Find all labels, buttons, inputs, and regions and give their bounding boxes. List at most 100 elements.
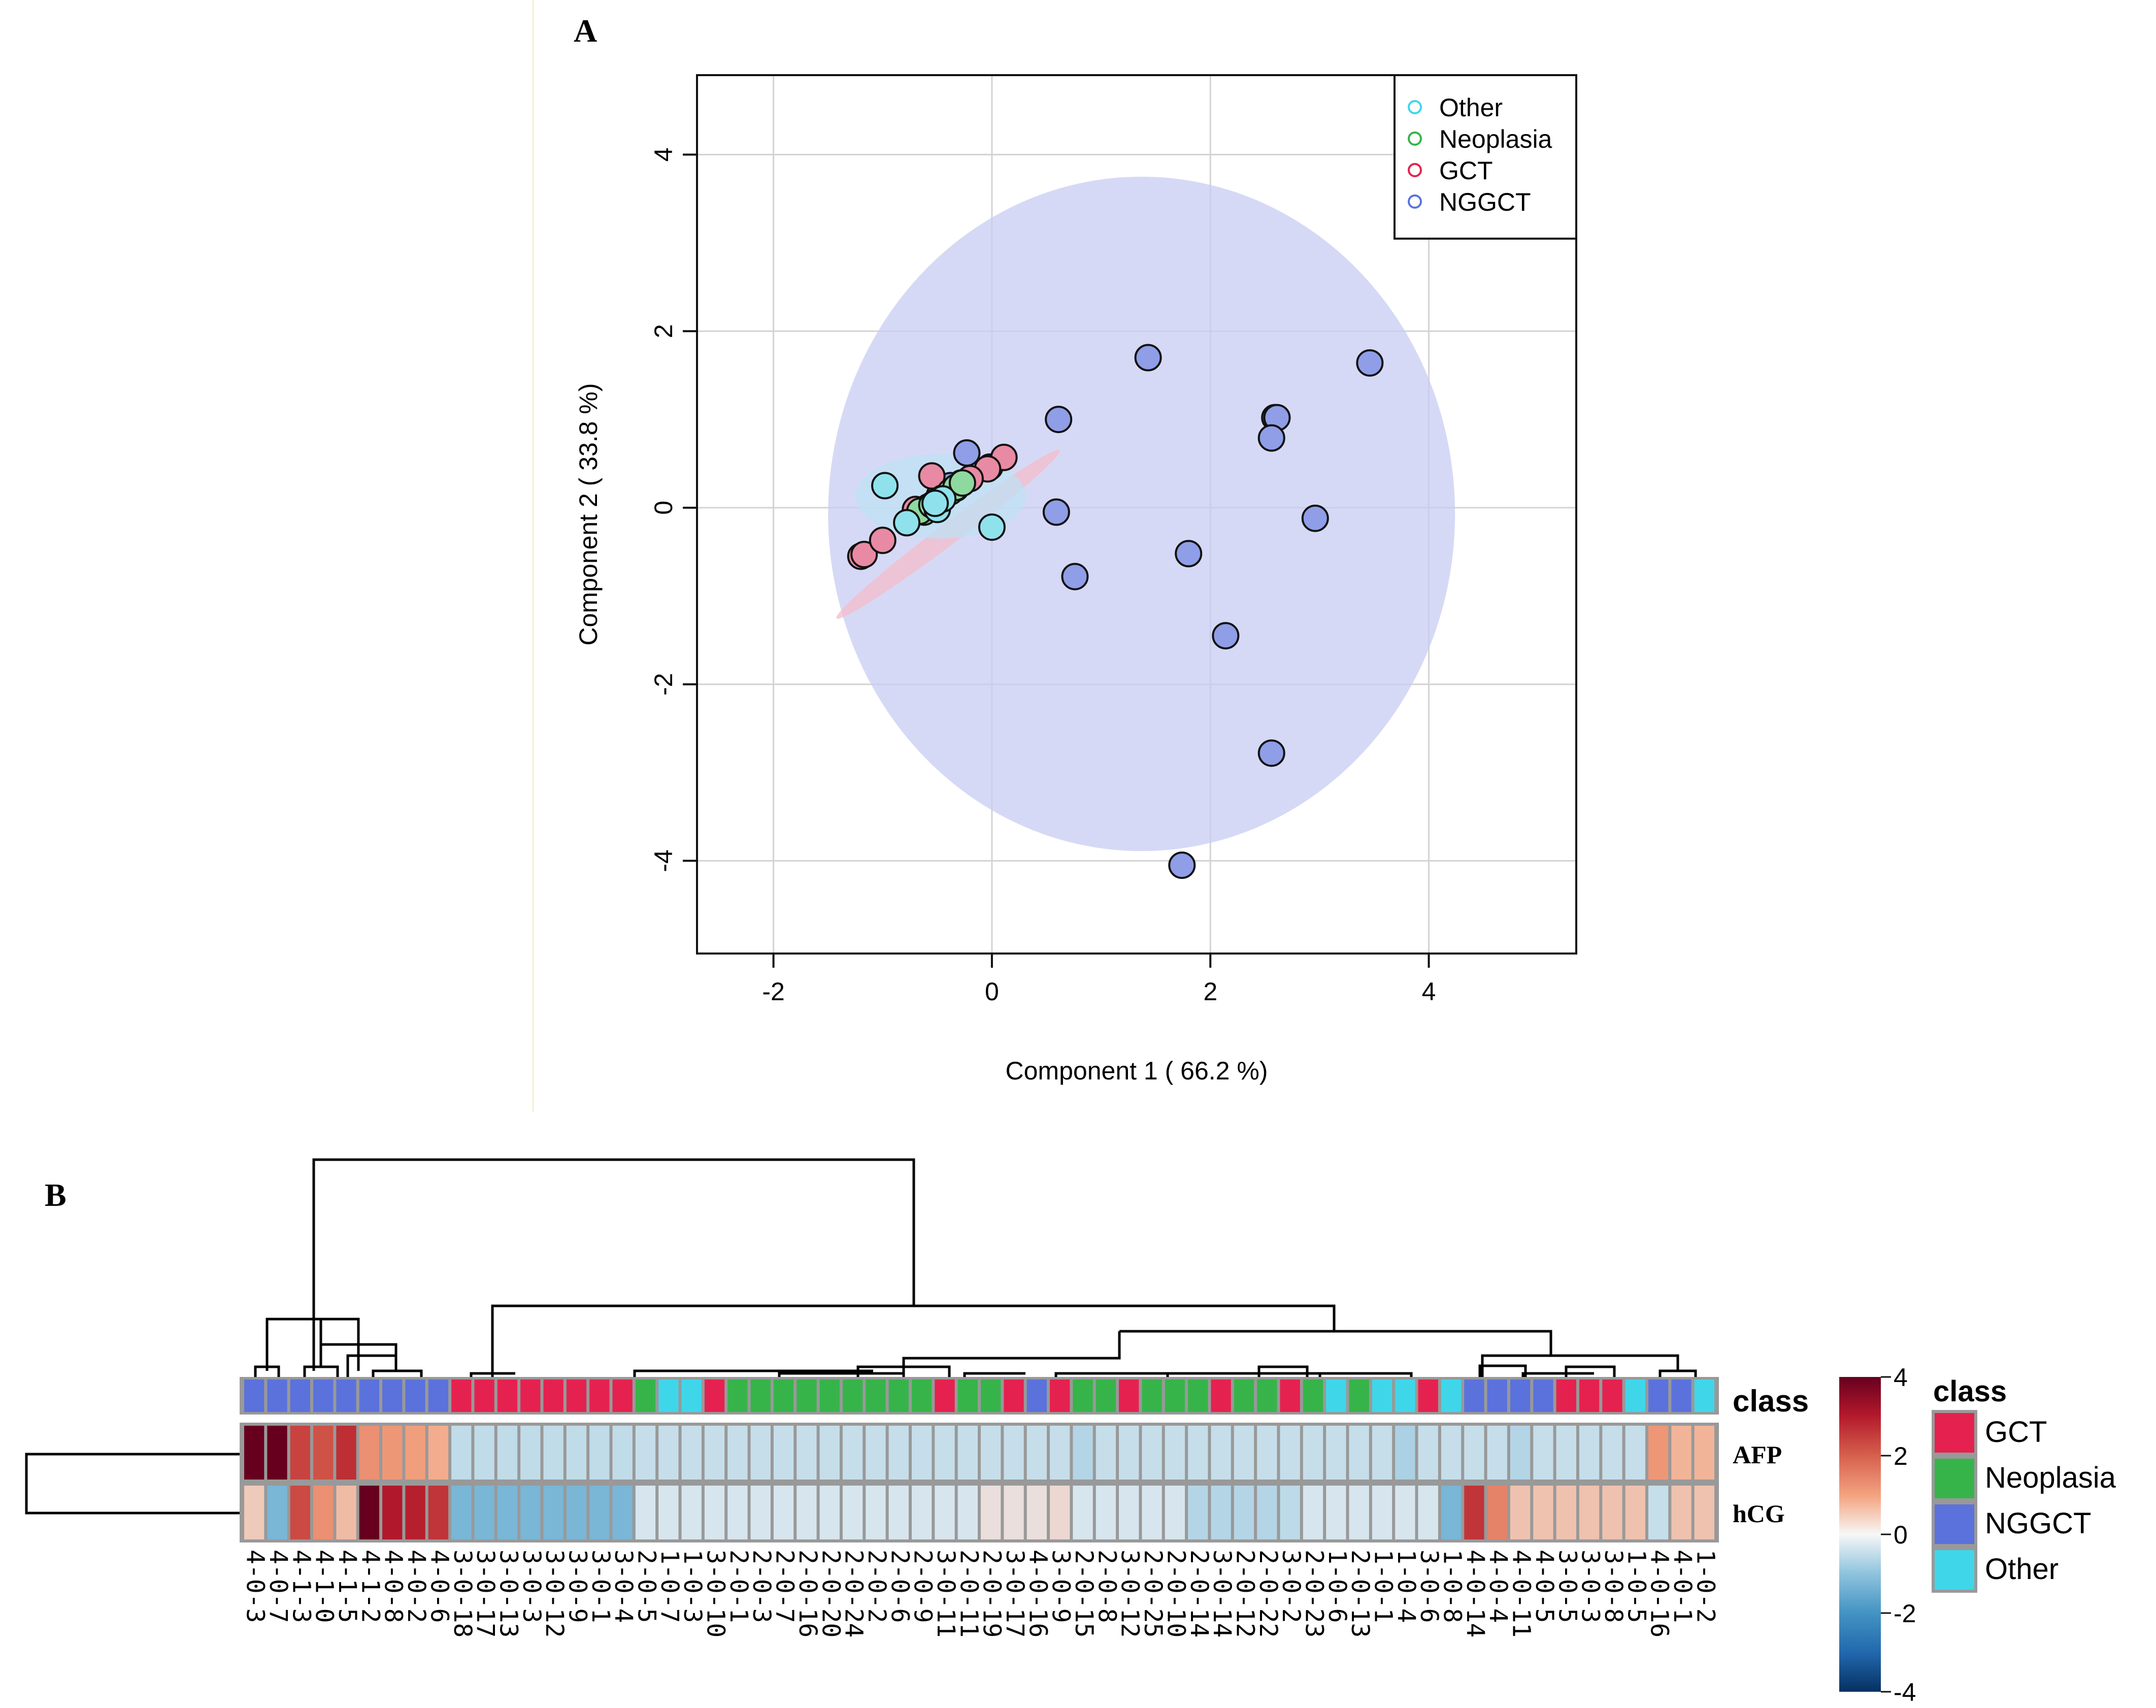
column-label: 2-0-16 bbox=[793, 1550, 822, 1637]
cell-hcg bbox=[1026, 1486, 1047, 1539]
column-label: 2-0-19 bbox=[978, 1550, 1006, 1637]
class-cell-gct bbox=[1418, 1379, 1438, 1412]
cell-hcg bbox=[474, 1486, 494, 1539]
cell-afp bbox=[1395, 1426, 1415, 1480]
point-nggct bbox=[1356, 349, 1384, 377]
cell-afp bbox=[773, 1426, 794, 1480]
row-dendrogram bbox=[25, 1453, 242, 1515]
column-label: 3-0-17 bbox=[1001, 1550, 1029, 1637]
cell-afp bbox=[589, 1426, 610, 1480]
cell-afp bbox=[428, 1426, 449, 1480]
class-cell-gct bbox=[1050, 1379, 1070, 1412]
point-nggct bbox=[953, 439, 981, 467]
point-other bbox=[871, 472, 899, 500]
cell-afp bbox=[797, 1426, 817, 1480]
colorbar-tick-label: 2 bbox=[1894, 1442, 1908, 1470]
class-cell-gct bbox=[589, 1379, 610, 1412]
cell-afp bbox=[635, 1426, 656, 1480]
column-label: 2-0-5 bbox=[633, 1550, 661, 1623]
column-label: 2-0-15 bbox=[1070, 1550, 1098, 1637]
scatter-points bbox=[847, 344, 1384, 879]
column-label: 4-0-6 bbox=[425, 1550, 453, 1623]
cell-hcg bbox=[957, 1486, 978, 1539]
y-axis-label: Component 2 ( 33.8 %) bbox=[574, 383, 603, 646]
cell-afp bbox=[1533, 1426, 1553, 1480]
class-cell-nggct bbox=[359, 1379, 380, 1412]
cell-afp bbox=[1326, 1426, 1346, 1480]
plot-frame bbox=[696, 74, 1577, 955]
class-cell-nggct bbox=[1648, 1379, 1669, 1412]
class-cell-nggct bbox=[1510, 1379, 1531, 1412]
cell-afp bbox=[1418, 1426, 1438, 1480]
point-nggct bbox=[1061, 563, 1089, 590]
legend-marker-neoplasia bbox=[1408, 132, 1422, 146]
class-cell-nggct bbox=[1464, 1379, 1484, 1412]
dendrogram-branch bbox=[470, 1372, 515, 1377]
x-tick-label: -2 bbox=[762, 977, 784, 1006]
cell-afp bbox=[1026, 1426, 1047, 1480]
cell-afp bbox=[866, 1426, 886, 1480]
column-label: 4-0-2 bbox=[402, 1550, 430, 1623]
cell-hcg bbox=[1487, 1486, 1507, 1539]
point-gct bbox=[850, 541, 878, 569]
class-cell-neoplasia bbox=[1096, 1379, 1116, 1412]
colorbar-tick-label: -4 bbox=[1894, 1678, 1916, 1706]
x-tick-label: 4 bbox=[1422, 977, 1436, 1006]
class-cell-gct bbox=[1119, 1379, 1139, 1412]
cell-hcg bbox=[520, 1486, 541, 1539]
class-cell-gct bbox=[1579, 1379, 1600, 1412]
cell-hcg bbox=[888, 1486, 909, 1539]
cell-hcg bbox=[1510, 1486, 1531, 1539]
cell-afp bbox=[727, 1426, 748, 1480]
point-nggct bbox=[1175, 540, 1203, 568]
column-label: 2-0-12 bbox=[1231, 1550, 1259, 1637]
cell-hcg bbox=[1648, 1486, 1669, 1539]
cell-afp bbox=[957, 1426, 978, 1480]
column-label: 1-0-5 bbox=[1622, 1550, 1650, 1623]
cell-afp bbox=[1096, 1426, 1116, 1480]
column-label: 2-0-6 bbox=[885, 1550, 914, 1623]
class-cell-gct bbox=[497, 1379, 518, 1412]
cell-hcg bbox=[1556, 1486, 1576, 1539]
cell-hcg bbox=[1073, 1486, 1093, 1539]
class-cell-nggct bbox=[1026, 1379, 1047, 1412]
dendrogram-branch bbox=[1478, 1364, 1527, 1377]
cell-afp bbox=[981, 1426, 1001, 1480]
cell-hcg bbox=[1671, 1486, 1691, 1539]
colorbar-tick-label: 0 bbox=[1894, 1521, 1908, 1549]
cell-afp bbox=[1188, 1426, 1208, 1480]
cell-hcg bbox=[1050, 1486, 1070, 1539]
class-cell-neoplasia bbox=[1349, 1379, 1369, 1412]
point-nggct bbox=[1134, 344, 1162, 372]
column-label: 2-0-8 bbox=[1092, 1550, 1121, 1623]
class-cell-other bbox=[1372, 1379, 1392, 1412]
class-cell-other bbox=[1694, 1379, 1714, 1412]
class-cell-nggct bbox=[382, 1379, 403, 1412]
cell-afp bbox=[1349, 1426, 1369, 1480]
cell-hcg bbox=[1234, 1486, 1254, 1539]
class-cell-gct bbox=[451, 1379, 472, 1412]
class-cell-neoplasia bbox=[727, 1379, 748, 1412]
cell-afp bbox=[497, 1426, 518, 1480]
heatmap bbox=[240, 1377, 1719, 1542]
cell-hcg bbox=[1533, 1486, 1553, 1539]
cell-afp bbox=[520, 1426, 541, 1480]
point-gct bbox=[918, 462, 946, 490]
column-label: 2-0-22 bbox=[1254, 1550, 1282, 1637]
class-cell-neoplasia bbox=[635, 1379, 656, 1412]
cell-hcg bbox=[313, 1486, 334, 1539]
class-cell-neoplasia bbox=[911, 1379, 932, 1412]
cell-hcg bbox=[612, 1486, 633, 1539]
cell-hcg bbox=[1441, 1486, 1462, 1539]
cell-hcg bbox=[1096, 1486, 1116, 1539]
class-cell-gct bbox=[520, 1379, 541, 1412]
point-nggct bbox=[1045, 406, 1073, 434]
class-cell-neoplasia bbox=[1165, 1379, 1185, 1412]
column-label: 3-0-17 bbox=[471, 1550, 500, 1637]
cell-hcg bbox=[773, 1486, 794, 1539]
column-label: 3-0-13 bbox=[494, 1550, 522, 1637]
colorbar-ticks: 4 2 0 -2 -4 bbox=[1881, 1363, 1916, 1706]
cell-hcg bbox=[566, 1486, 587, 1539]
cell-hcg bbox=[1395, 1486, 1415, 1539]
class-cell-neoplasia bbox=[842, 1379, 863, 1412]
